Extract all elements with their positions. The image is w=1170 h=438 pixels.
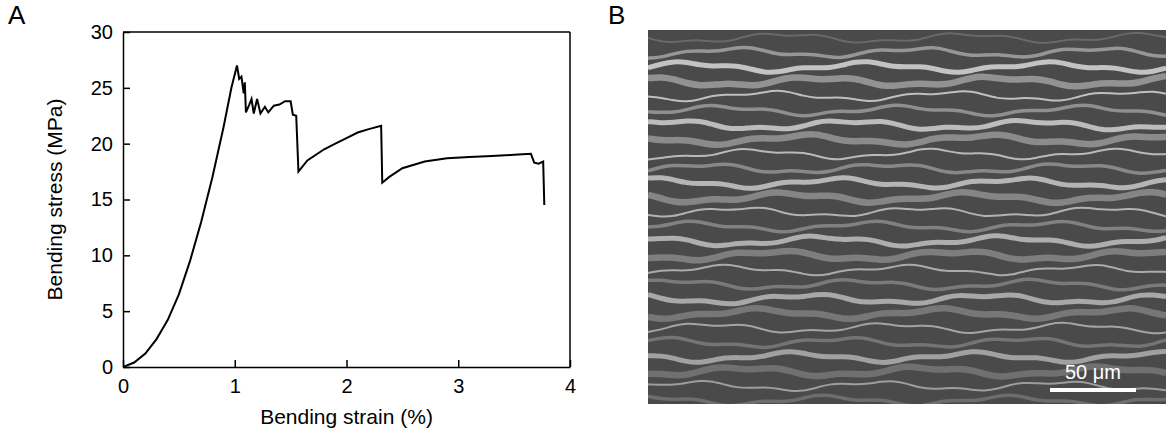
texture-layer bbox=[648, 395, 1166, 404]
tick-label: 0 bbox=[118, 375, 129, 397]
texture-layer bbox=[648, 323, 1166, 333]
scale-bar-label: 50 μm bbox=[1065, 361, 1121, 383]
x-axis-title: Bending strain (%) bbox=[260, 405, 433, 428]
texture-layer bbox=[648, 164, 1166, 173]
x-axis: 0 1 2 3 4 bbox=[118, 360, 576, 397]
texture-layer bbox=[648, 208, 1166, 217]
texture-layer bbox=[648, 178, 1166, 189]
frame-top bbox=[123, 31, 570, 33]
texture-layer bbox=[648, 265, 1166, 276]
tick-label: 0 bbox=[102, 356, 113, 378]
panel-label: B bbox=[608, 0, 625, 30]
tick-mark bbox=[123, 199, 130, 201]
tick-mark bbox=[570, 360, 572, 367]
y-axis: 0 5 10 15 20 25 30 bbox=[91, 21, 130, 378]
texture-layer bbox=[648, 279, 1166, 289]
tick-label: 4 bbox=[565, 375, 576, 397]
tick-label: 3 bbox=[453, 375, 464, 397]
tick-label: 5 bbox=[102, 300, 113, 322]
tick-label: 15 bbox=[91, 188, 113, 210]
plot-area bbox=[123, 66, 544, 368]
tick-mark bbox=[123, 311, 130, 313]
tick-mark bbox=[123, 88, 130, 90]
tick-mark bbox=[235, 360, 237, 367]
texture-layer bbox=[648, 251, 1166, 260]
tick-label: 30 bbox=[91, 21, 113, 43]
tick: 30 bbox=[91, 21, 130, 43]
tick-label: 25 bbox=[91, 77, 113, 99]
tick: 2 bbox=[341, 360, 352, 397]
texture-layer bbox=[648, 33, 1166, 43]
tick: 1 bbox=[230, 360, 241, 397]
tick: 3 bbox=[453, 360, 464, 397]
tick-mark bbox=[123, 255, 130, 257]
tick-label: 1 bbox=[230, 375, 241, 397]
tick-mark bbox=[123, 143, 130, 145]
texture-layer bbox=[648, 308, 1166, 319]
texture-layer bbox=[648, 91, 1166, 101]
tick: 25 bbox=[91, 77, 130, 99]
texture-layer bbox=[648, 105, 1166, 116]
frame-right bbox=[569, 32, 571, 367]
texture-layer bbox=[648, 120, 1166, 129]
texture-layer bbox=[648, 149, 1166, 160]
tick-mark bbox=[123, 32, 130, 34]
texture-layer bbox=[648, 47, 1166, 58]
tick: 10 bbox=[91, 244, 130, 266]
tick-mark bbox=[346, 360, 348, 367]
texture-layer bbox=[648, 236, 1166, 247]
texture-layer bbox=[648, 134, 1166, 144]
panel-label: A bbox=[8, 0, 26, 30]
texture-layer bbox=[648, 221, 1166, 232]
texture-layer bbox=[648, 192, 1166, 203]
micrograph bbox=[648, 30, 1166, 406]
scale-bar bbox=[1050, 388, 1136, 392]
tick: 15 bbox=[91, 188, 130, 210]
tick-mark bbox=[458, 360, 460, 367]
tick: 5 bbox=[102, 300, 130, 322]
tick-label: 20 bbox=[91, 133, 113, 155]
texture-layer bbox=[648, 76, 1166, 86]
micrograph-ground bbox=[648, 30, 1166, 404]
tick-label: 2 bbox=[341, 375, 352, 397]
stress-strain-curve bbox=[123, 66, 544, 368]
y-axis-title: Bending stress (MPa) bbox=[43, 99, 66, 301]
tick: 20 bbox=[91, 133, 130, 155]
figure: 0 1 2 3 4 0 5 10 15 20 25 30 Bending strain (%) Bendi… bbox=[0, 0, 1170, 438]
texture-layer bbox=[648, 337, 1166, 347]
tick: 4 bbox=[565, 360, 576, 397]
texture-layer bbox=[648, 294, 1166, 303]
tick-label: 10 bbox=[91, 244, 113, 266]
texture-layer bbox=[648, 62, 1166, 73]
